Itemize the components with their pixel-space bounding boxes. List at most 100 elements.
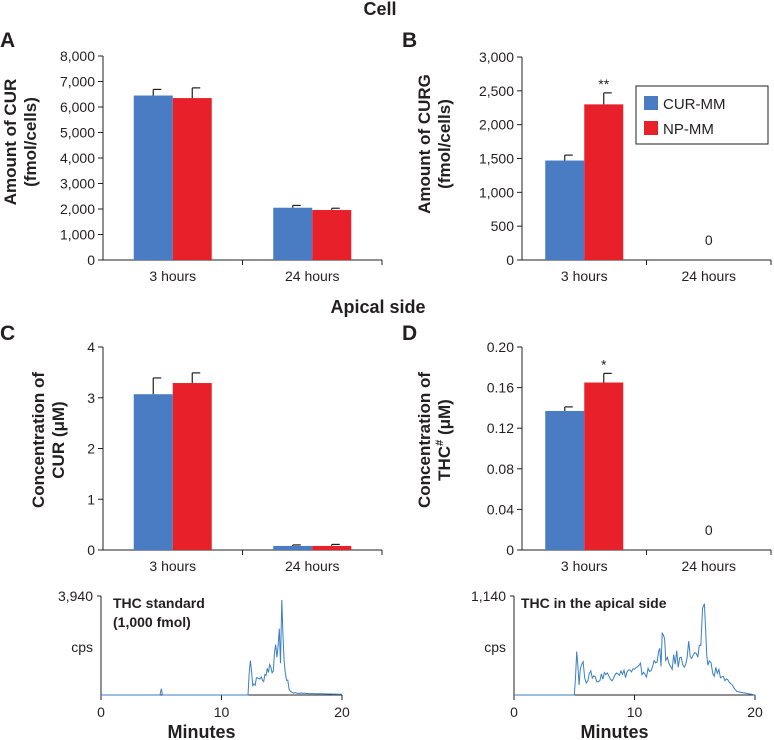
y-max-label: 1,140 [471,588,506,604]
x-axis-label: Minutes [580,722,648,740]
legend: CUR-MM NP-MM [635,85,769,145]
bar-chart-b: Amount of CURG(fmol/cells) 0 500 1,000 1,500… [415,49,772,284]
y-tick-label: 2,000 [60,201,95,217]
y-axis-label: cps [71,639,93,655]
x-tick-label: 3 hours [149,268,196,284]
bar [584,382,624,550]
bar [172,383,212,550]
x-tick-label: 3 hours [149,558,196,574]
chromatogram-title: THC in the apical side [521,595,667,611]
y-axis-label: cps [484,639,506,655]
section-title-apical: Apical side [330,297,425,317]
panel-letter-d: D [402,322,417,345]
bar [584,104,624,260]
y-tick-label: 1,500 [479,151,514,167]
bar [273,545,313,550]
y-tick-label: 1,000 [60,227,95,243]
y-tick-label: 3,000 [60,176,95,192]
x-tick-label: 20 [334,704,350,720]
x-tick-label: 20 [747,704,763,720]
y-tick-label: 3,000 [479,49,514,65]
bar [545,410,585,550]
y-axis-label-rest: (μM) [435,399,454,440]
x-tick-label: 3 hours [561,558,608,574]
y-tick-label: 6,000 [60,99,95,115]
chromatogram-trace [101,599,342,696]
y-tick-label: 2 [87,441,95,457]
x-tick-label: 10 [627,704,643,720]
y-tick-label: 0 [506,542,514,558]
y-tick-label: 8,000 [60,48,95,64]
y-axis-label-line: (fmol/cells) [435,99,454,189]
chromatogram-title: (1,000 fmol) [113,614,191,630]
y-tick-label: 2,000 [479,117,514,133]
panel-letter-a: A [0,29,15,52]
x-tick-label: 0 [97,704,105,720]
panel-letter-b: B [402,29,417,52]
y-tick-label: 5,000 [60,125,95,141]
bar [312,210,352,260]
chromatogram-thc-apical: 1,140 cps 0 10 20 Minutes THC in the apical si… [471,588,763,740]
significance-marker: ** [598,76,609,92]
y-axis-label: Amount of CURG(fmol/cells) [415,74,454,214]
y-tick-label: 4 [87,339,95,355]
y-tick-label: 2,500 [479,83,514,99]
x-tick-label: 3 hours [561,268,608,284]
significance-marker: * [601,356,607,372]
legend-label-np-mm: NP-MM [663,121,714,138]
chromatogram-title: THC standard [113,595,205,611]
y-tick-label: 0.20 [487,339,514,355]
y-axis-label: Amount of CUR(fmol/cells) [1,79,40,206]
bar-chart-a: Amount of CUR(fmol/cells) 0 1,000 2,000 3,00… [1,48,383,284]
zero-value-label: 0 [705,522,713,538]
y-tick-label: 0.12 [487,420,514,436]
y-tick-label: 4,000 [60,150,95,166]
y-axis-label-line: Amount of CUR [1,79,20,206]
bar [133,95,173,261]
bar [172,98,212,260]
legend-label-cur-mm: CUR-MM [663,96,725,113]
bar-chart-d: Concentration ofTHC# (μM) 0 0.04 0.08 0.12 0.… [415,339,772,574]
zero-value-label: 0 [705,232,713,248]
chromatogram-thc-standard: 3,940 cps 0 10 20 Minutes THC standard (1,000 f… [58,588,350,740]
panel-letter-c: C [0,322,15,345]
y-tick-label: 1 [87,491,95,507]
x-tick-label: 24 hours [285,268,339,284]
y-axis-label-line: Concentration of [415,372,434,508]
y-axis-label-line: Amount of CURG [415,74,434,214]
legend-swatch-cur-mm [644,96,658,110]
x-tick-label: 10 [214,704,230,720]
legend-swatch-np-mm [644,121,658,135]
x-tick-label: 24 hours [682,268,736,284]
y-axis-label: Concentration ofTHC# (μM) [415,372,454,508]
y-max-label: 3,940 [58,588,93,604]
y-tick-label: 0.16 [487,380,514,396]
bar-chart-c: Concentration ofCUR (μM) 0 1 2 3 4 3 hours 24 h… [29,339,383,574]
x-tick-label: 0 [510,704,518,720]
y-tick-label: 0.04 [487,501,514,517]
y-axis-label-line: THC [435,446,454,481]
y-axis-label-line: CUR (μM) [49,401,68,478]
y-axis-label-line: Concentration of [29,372,48,508]
y-tick-label: 0.08 [487,461,514,477]
y-tick-label: 0 [87,542,95,558]
y-axis-label: Concentration ofCUR (μM) [29,372,68,508]
y-tick-label: 0 [87,252,95,268]
y-tick-label: 1,000 [479,184,514,200]
y-tick-label: 3 [87,390,95,406]
bar [273,207,313,260]
y-tick-label: 7,000 [60,74,95,90]
bar [545,160,585,260]
section-title-cell: Cell [363,0,396,19]
y-axis-label-superscript: # [434,440,446,446]
x-tick-label: 24 hours [682,558,736,574]
x-tick-label: 24 hours [285,558,339,574]
y-tick-label: 0 [506,252,514,268]
bar [133,394,173,550]
chromatogram-trace [514,603,756,696]
y-axis-label-line: (fmol/cells) [21,97,40,187]
y-tick-label: 500 [491,218,515,234]
x-axis-label: Minutes [167,722,235,740]
bar [312,545,352,550]
